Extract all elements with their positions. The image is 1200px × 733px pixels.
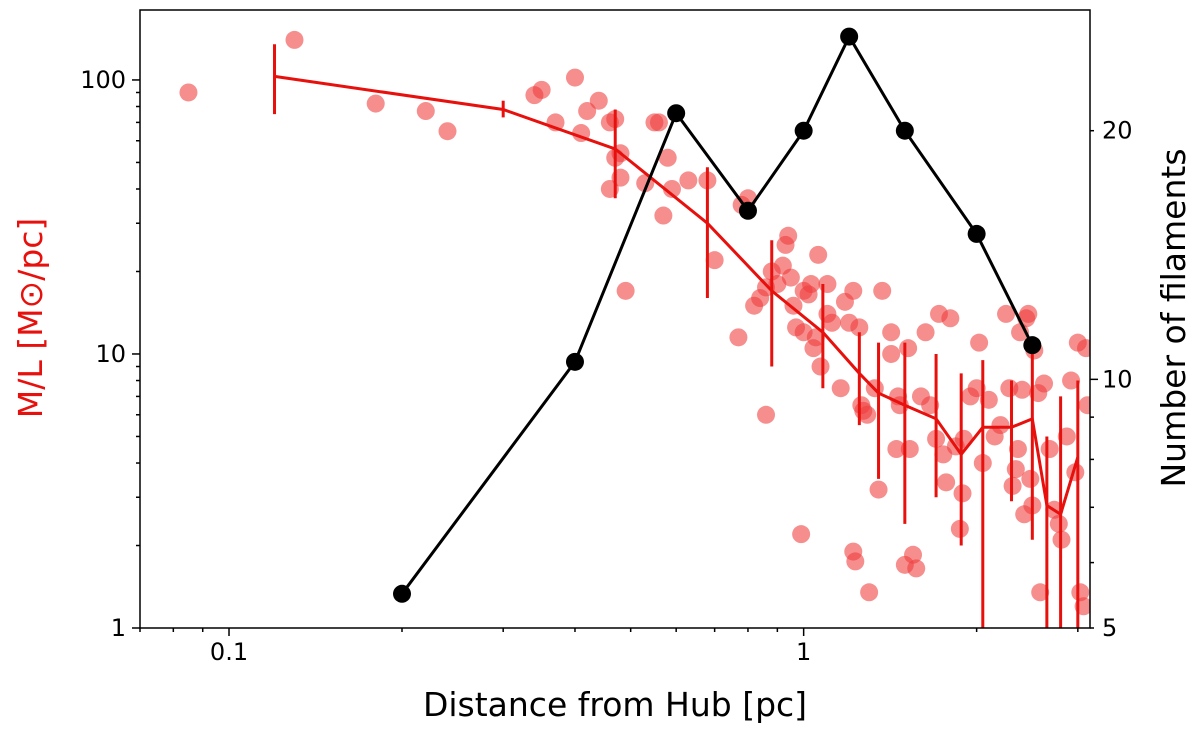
scatter-point [1031, 583, 1050, 602]
scatter-point [654, 206, 673, 225]
filament-count-point [565, 352, 584, 371]
x-tick-label: 0.1 [210, 638, 248, 666]
scatter-point [937, 473, 956, 492]
scatter-point [662, 179, 681, 198]
scatter-point [532, 80, 551, 99]
scatter-point [858, 405, 877, 424]
scatter-point [757, 405, 776, 424]
scatter-point [578, 102, 597, 121]
scatter-point [1021, 469, 1040, 488]
scatter-point [941, 309, 960, 328]
scatter-point [831, 379, 850, 398]
scatter-point [779, 226, 798, 245]
scatter-point [997, 304, 1016, 323]
filament-count-point [667, 104, 686, 123]
scatter-point [781, 268, 800, 287]
mean-line [274, 74, 1080, 517]
scatter-point [589, 91, 608, 110]
scatter-point [792, 525, 811, 544]
scatter-point [887, 440, 906, 459]
filament-count-point [1023, 336, 1042, 355]
filament-count-point [738, 201, 757, 220]
scatter-point [970, 333, 989, 352]
data-layer [179, 27, 1090, 628]
scatter-point [916, 323, 935, 342]
y-left-tick-label: 1 [111, 614, 126, 642]
scatter-point [1057, 427, 1076, 446]
scatter-point [1078, 396, 1090, 415]
plot-area [139, 9, 1091, 629]
scatter-point [818, 275, 837, 294]
right-y-axis: 5 10 20 [1090, 117, 1133, 642]
scatter-point [1008, 440, 1027, 459]
scatter-point [729, 328, 748, 347]
scatter-point [907, 559, 926, 578]
scatter-point [811, 357, 830, 376]
scatter-point [658, 148, 677, 167]
scatter-point [967, 379, 986, 398]
scatter-point [873, 281, 892, 300]
filament-count-point [794, 121, 813, 140]
scatter-point [882, 344, 901, 363]
y-right-tick-label: 5 [1102, 614, 1117, 642]
scatter-point [802, 275, 821, 294]
scatter-point [882, 323, 901, 342]
scatter-point [899, 339, 918, 358]
scatter-point [179, 83, 198, 102]
scatter-point [822, 313, 841, 332]
scatter-point [1062, 371, 1081, 390]
scatter-point [869, 480, 888, 499]
filament-count-point [840, 27, 859, 46]
scatter-point [616, 281, 635, 300]
scatter-point [1077, 339, 1090, 358]
scatter-point [844, 281, 863, 300]
scatter-point [904, 545, 923, 564]
plot-frame [139, 9, 1091, 629]
scatter-point [438, 122, 457, 141]
scatter-point [1013, 380, 1032, 399]
y-right-tick-label: 10 [1102, 365, 1133, 393]
scatter-point [991, 416, 1010, 435]
scatter-point [285, 30, 304, 49]
scatter-point [565, 68, 584, 87]
filament-count-point [895, 121, 914, 140]
y-left-tick-label: 10 [95, 340, 126, 368]
scatter-point [1035, 374, 1054, 393]
x-axis: 0.1 1 [139, 628, 1079, 666]
scatter-point [809, 245, 828, 264]
scatter-point [846, 552, 865, 571]
x-axis-title: Distance from Hub [pc] [423, 685, 807, 724]
scatter-point [860, 583, 879, 602]
y-right-tick-label: 20 [1102, 117, 1133, 145]
scatter-point [679, 171, 698, 190]
scatter-point [979, 390, 998, 409]
scatter-point [1040, 440, 1059, 459]
scatter-point [1049, 514, 1068, 533]
filament-count-point [967, 224, 986, 243]
scatter-point [416, 102, 435, 121]
scatter-point [705, 251, 724, 270]
y-left-tick-label: 100 [80, 66, 126, 94]
scatter-point [850, 318, 869, 337]
scatter-point [366, 94, 385, 113]
x-tick-label: 1 [796, 638, 811, 666]
right-y-axis-title: Number of filaments [1154, 148, 1193, 487]
scatter-point [1019, 304, 1038, 323]
left-y-axis: 1 10 100 [80, 66, 140, 642]
scatter-point [649, 113, 668, 132]
left-y-axis-title: M/L [M⊙/pc] [11, 218, 50, 419]
scatter-point [806, 328, 825, 347]
filament-count-point [392, 584, 411, 603]
scatter-point [1071, 583, 1090, 602]
